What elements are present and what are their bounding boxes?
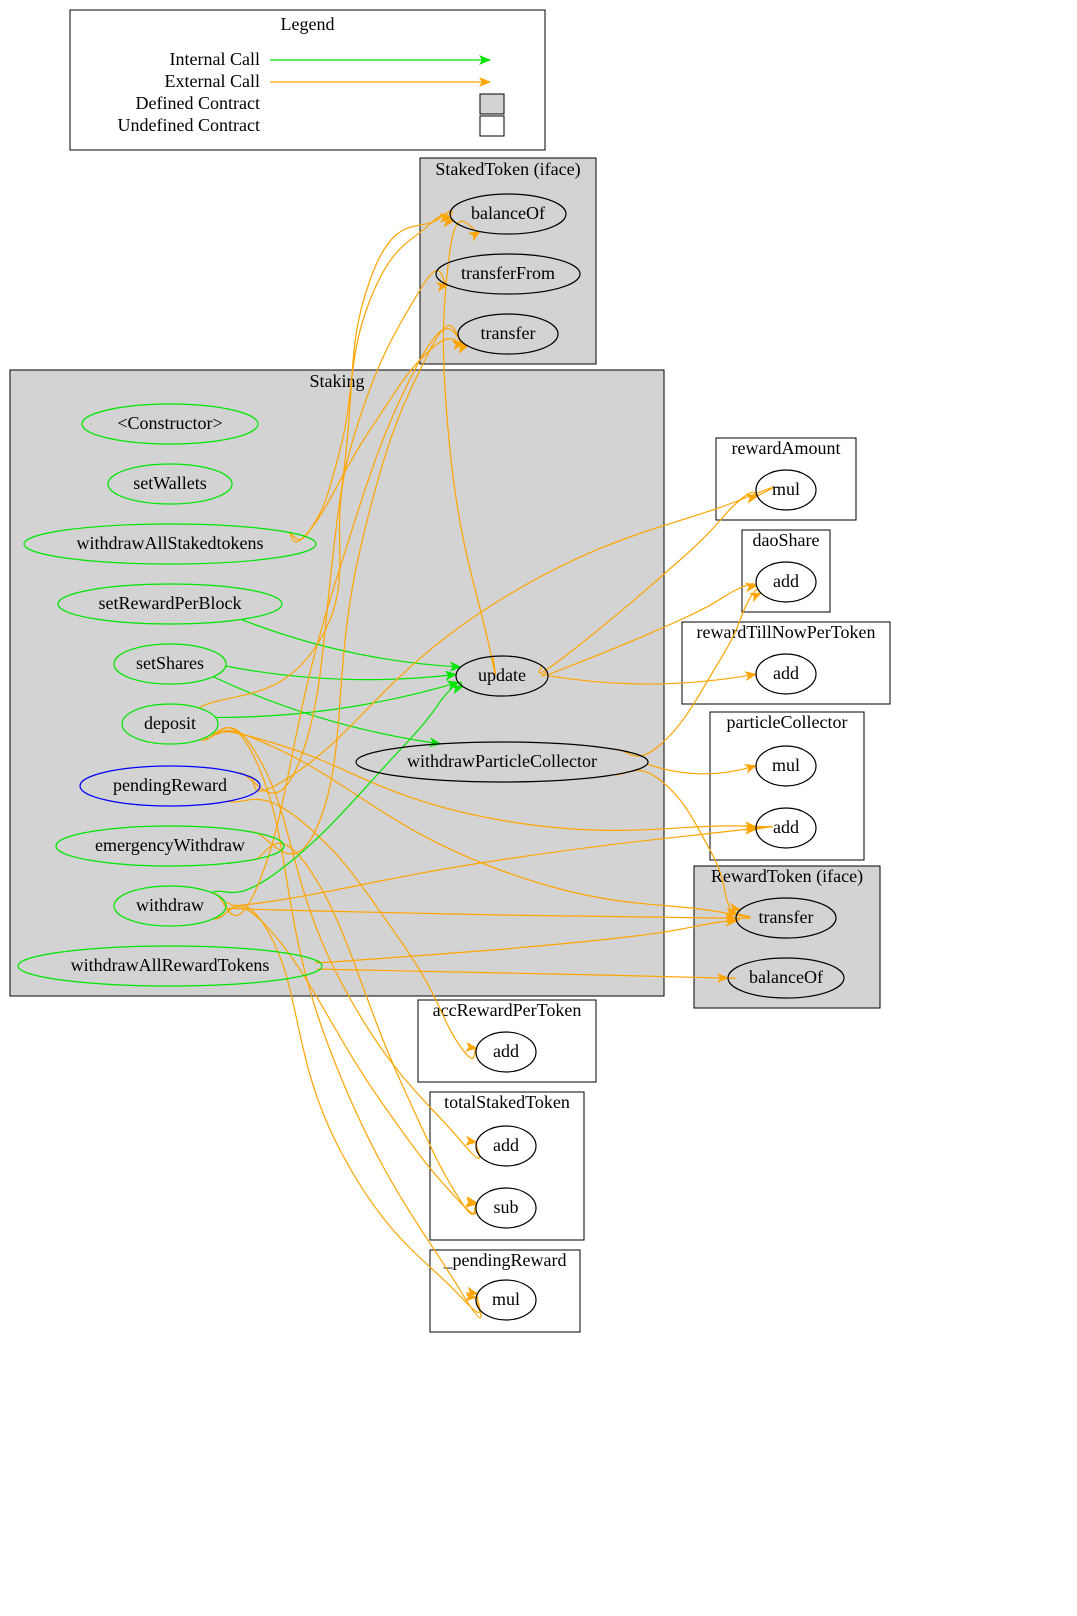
node-label-sub_tst: sub — [493, 1197, 518, 1217]
node-label-setShares: setShares — [136, 653, 204, 673]
node-label-balanceOf_st: balanceOf — [471, 203, 545, 223]
cluster-staking — [10, 370, 664, 996]
cluster-title-totalStakedToken: totalStakedToken — [444, 1092, 570, 1112]
node-label-transferFrom: transferFrom — [461, 263, 555, 283]
legend-title: Legend — [281, 14, 335, 34]
cluster-title-rewardToken: RewardToken (iface) — [711, 866, 863, 887]
node-label-add_rtn: add — [773, 663, 799, 683]
call-graph: StakedToken (iface) Staking rewardAmount da… — [0, 0, 1077, 1616]
cluster-title-particleCollector: particleCollector — [727, 712, 848, 732]
cluster-title-rewardTillNowPerToken: rewardTillNowPerToken — [696, 622, 875, 642]
node-label-transfer_rt: transfer — [759, 907, 814, 927]
node-label-mul_pr: mul — [492, 1289, 520, 1309]
legend-label-2: Defined Contract — [136, 93, 260, 113]
legend-swatch-2 — [480, 94, 504, 114]
node-label-withdrawParticle: withdrawParticleCollector — [407, 751, 597, 771]
node-label-setRewardPerBlock: setRewardPerBlock — [99, 593, 242, 613]
node-label-add_dao: add — [773, 571, 799, 591]
cluster-title-daoShare: daoShare — [753, 530, 820, 550]
cluster-title-stakedToken: StakedToken (iface) — [435, 159, 580, 180]
cluster-title-staking: Staking — [309, 371, 364, 391]
cluster-title-accRewardPerToken: accRewardPerToken — [433, 1000, 582, 1020]
node-label-add_arpt: add — [493, 1041, 519, 1061]
node-label-update: update — [478, 665, 526, 685]
node-label-add_pc: add — [773, 817, 799, 837]
legend-label-1: External Call — [165, 71, 260, 91]
node-label-balanceOf_rt: balanceOf — [749, 967, 823, 987]
cluster-title-pendingRewardU: _pendingReward — [443, 1250, 567, 1270]
node-label-setWallets: setWallets — [133, 473, 207, 493]
node-label-withdraw: withdraw — [136, 895, 204, 915]
legend-label-0: Internal Call — [170, 49, 260, 69]
node-label-emergencyWithdraw: emergencyWithdraw — [95, 835, 245, 855]
node-label-mul_pc: mul — [772, 755, 800, 775]
node-label-mul_ra: mul — [772, 479, 800, 499]
legend-label-3: Undefined Contract — [118, 115, 260, 135]
node-label-transfer_st: transfer — [481, 323, 536, 343]
node-label-pendingReward: pendingReward — [113, 775, 227, 795]
node-label-constructor: <Constructor> — [117, 413, 222, 433]
cluster-title-rewardAmount: rewardAmount — [732, 438, 841, 458]
node-label-deposit: deposit — [144, 713, 196, 733]
legend-swatch-3 — [480, 116, 504, 136]
node-label-withdrawAllReward: withdrawAllRewardTokens — [71, 955, 270, 975]
node-label-add_tst: add — [493, 1135, 519, 1155]
node-label-withdrawAllStaked: withdrawAllStakedtokens — [77, 533, 264, 553]
